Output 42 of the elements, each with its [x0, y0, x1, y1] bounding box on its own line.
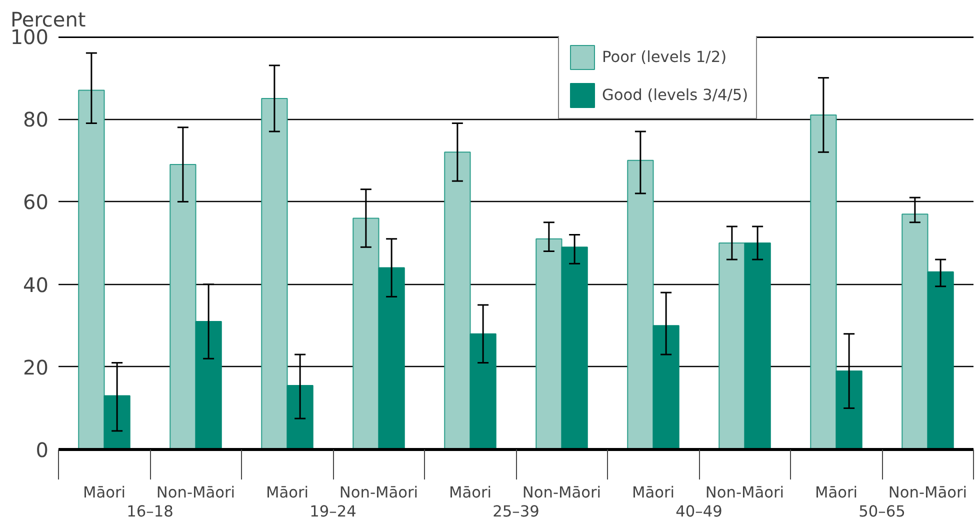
legend-label: Good (levels 3/4/5): [602, 86, 748, 104]
y-tick-label: 0: [36, 438, 49, 462]
bar: [104, 395, 130, 450]
y-tick-label: 60: [23, 190, 49, 214]
bar: [195, 320, 222, 450]
x-tick-label: Non-Māori: [888, 484, 968, 502]
bar: [652, 325, 680, 450]
bar: [927, 271, 954, 450]
bar: [470, 333, 496, 450]
bar: [444, 152, 471, 450]
bar: [836, 370, 862, 450]
bar: [170, 164, 196, 450]
x-tick-label: Non-Māori: [705, 484, 784, 502]
x-tick-label: Māori: [448, 484, 492, 502]
x-tick-label: Māori: [82, 484, 126, 502]
y-tick-label: 20: [23, 355, 49, 380]
text: 19–24: [310, 502, 356, 520]
bar: [627, 160, 654, 450]
text: 40–49: [676, 502, 722, 520]
bar: [378, 267, 405, 450]
x-tick-label: Māori: [632, 484, 675, 502]
y-tick-label: 80: [23, 108, 49, 132]
bar: [78, 90, 105, 450]
bar: [744, 242, 771, 450]
text: 16–18: [126, 502, 174, 520]
bar: [902, 214, 928, 450]
bar: [352, 218, 380, 450]
bar: [561, 246, 588, 450]
bar: [536, 238, 562, 450]
x-tick-label: Māori: [266, 484, 309, 502]
x-tick-label: Non-Māori: [339, 484, 418, 502]
x-tick-label: Māori: [814, 484, 858, 502]
x-tick-label: Non-Māori: [522, 484, 602, 502]
bar: [718, 242, 746, 450]
bar: [810, 114, 837, 450]
x-tick-label: Non-Māori: [156, 484, 236, 502]
bar: [261, 98, 288, 450]
text: 25–39: [492, 502, 540, 520]
text: 50–65: [858, 502, 906, 520]
y-tick-label: 40: [23, 272, 49, 297]
bar: [286, 384, 314, 450]
legend-label: Poor (levels 1/2): [602, 48, 727, 66]
